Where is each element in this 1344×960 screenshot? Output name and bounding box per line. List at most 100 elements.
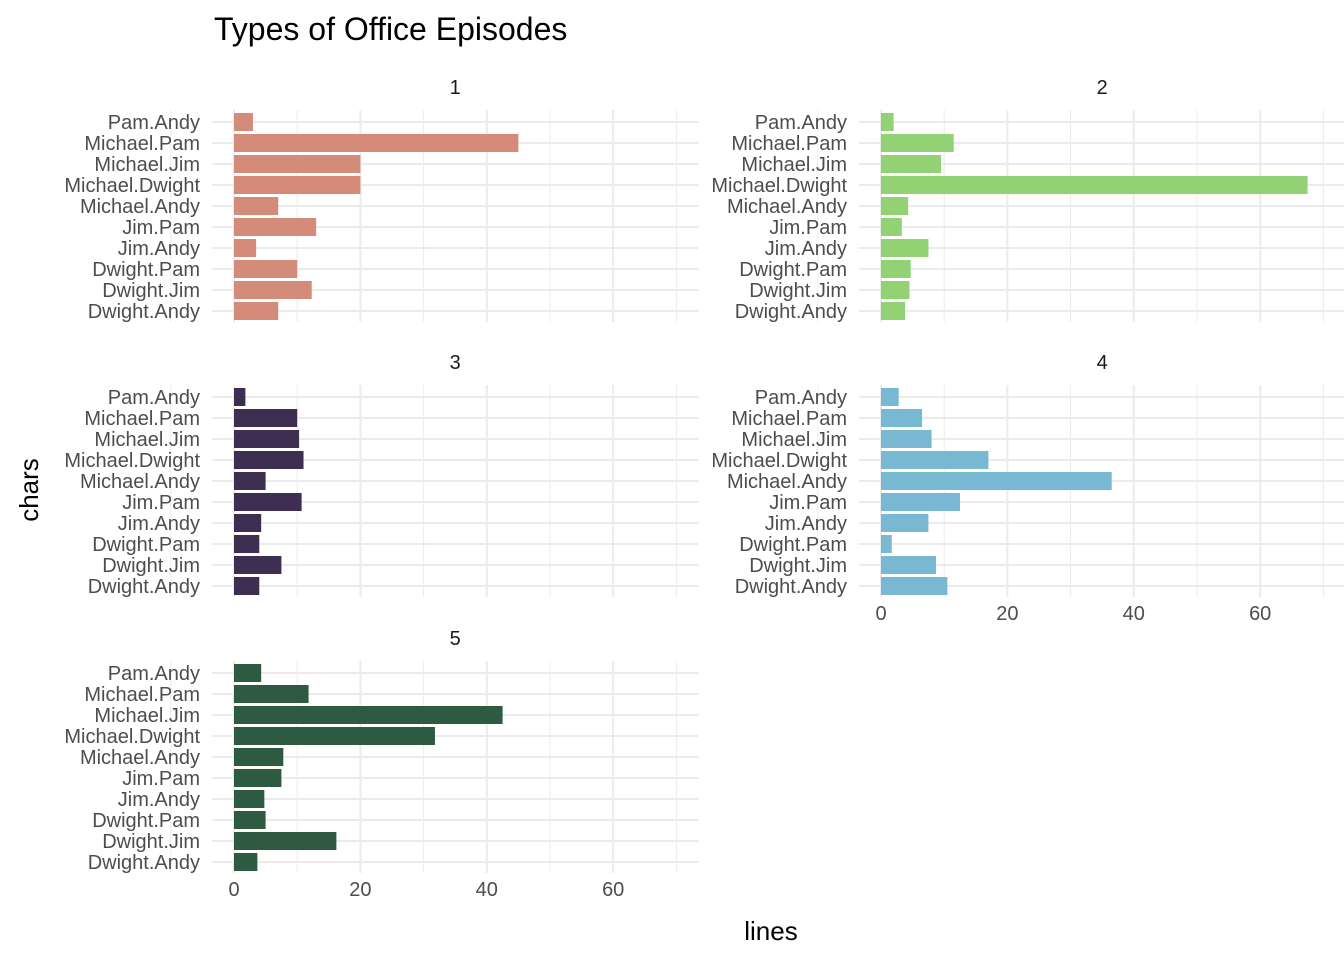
category-label: Michael.Jim [741, 429, 847, 451]
bar-pam-andy [234, 113, 253, 131]
x-tick-label: 20 [349, 879, 371, 901]
x-tick-label: 20 [996, 603, 1018, 625]
bar-dwight-andy [881, 302, 906, 320]
facet-label: 2 [1097, 77, 1108, 99]
category-label: Dwight.Jim [102, 280, 200, 302]
category-label: Jim.Pam [122, 492, 200, 514]
category-label: Jim.Andy [118, 789, 200, 811]
category-label: Dwight.Pam [739, 534, 847, 556]
bar-pam-andy [234, 388, 246, 406]
bar-dwight-jim [881, 281, 910, 299]
bar-dwight-jim [881, 556, 936, 574]
bar-jim-pam [234, 493, 302, 511]
bar-michael-andy [234, 748, 284, 766]
bar-jim-pam [881, 218, 902, 236]
bar-michael-jim [881, 430, 932, 448]
bar-michael-pam [881, 409, 923, 427]
facet-label: 4 [1097, 352, 1108, 374]
category-label: Pam.Andy [108, 387, 200, 409]
bar-michael-jim [881, 155, 942, 173]
bar-michael-dwight [881, 176, 1308, 194]
bar-jim-andy [881, 239, 929, 257]
category-label: Jim.Pam [769, 492, 847, 514]
bar-jim-andy [881, 514, 929, 532]
bar-pam-andy [881, 113, 894, 131]
category-label: Pam.Andy [108, 112, 200, 134]
bar-michael-jim [234, 155, 361, 173]
category-label: Dwight.Pam [92, 534, 200, 556]
bar-jim-andy [234, 239, 257, 257]
bar-jim-andy [234, 514, 262, 532]
bar-dwight-andy [234, 577, 260, 595]
bar-michael-jim [234, 706, 503, 724]
bar-michael-dwight [234, 176, 361, 194]
category-label: Dwight.Andy [88, 852, 200, 874]
bar-jim-andy [234, 790, 265, 808]
x-axis-title: lines [744, 916, 797, 946]
category-label: Michael.Pam [84, 133, 200, 155]
category-label: Michael.Dwight [64, 450, 200, 472]
bar-michael-dwight [234, 451, 304, 469]
category-label: Michael.Jim [94, 429, 200, 451]
category-label: Dwight.Jim [102, 555, 200, 577]
category-label: Dwight.Andy [735, 576, 847, 598]
category-label: Dwight.Jim [749, 555, 847, 577]
bar-pam-andy [881, 388, 899, 406]
bar-dwight-pam [881, 535, 892, 553]
category-label: Michael.Dwight [711, 450, 847, 472]
bar-michael-pam [234, 134, 519, 152]
facet-panels: Pam.AndyMichael.PamMichael.JimMichael.Dw… [64, 77, 1344, 901]
bar-pam-andy [234, 664, 262, 682]
category-label: Dwight.Pam [92, 810, 200, 832]
bar-michael-pam [234, 685, 309, 703]
facet-label: 3 [450, 352, 461, 374]
bar-michael-dwight [234, 727, 435, 745]
category-label: Jim.Pam [122, 768, 200, 790]
category-label: Michael.Andy [80, 196, 200, 218]
bar-dwight-andy [881, 577, 948, 595]
facet-panel-4: Pam.AndyMichael.PamMichael.JimMichael.Dw… [711, 352, 1344, 625]
category-label: Michael.Andy [80, 471, 200, 493]
bar-michael-andy [881, 472, 1112, 490]
facet-label: 5 [450, 628, 461, 650]
category-label: Michael.Andy [727, 471, 847, 493]
bar-dwight-jim [234, 281, 312, 299]
bar-michael-dwight [881, 451, 989, 469]
category-label: Pam.Andy [755, 112, 847, 134]
x-tick-label: 40 [476, 879, 498, 901]
facet-panel-5: Pam.AndyMichael.PamMichael.JimMichael.Dw… [64, 628, 699, 901]
x-tick-label: 40 [1123, 603, 1145, 625]
bar-dwight-pam [234, 535, 260, 553]
facet-panel-1: Pam.AndyMichael.PamMichael.JimMichael.Dw… [64, 77, 699, 323]
category-label: Michael.Dwight [64, 726, 200, 748]
bar-michael-andy [881, 197, 909, 215]
chart-title: Types of Office Episodes [214, 11, 567, 47]
facet-panel-2: Pam.AndyMichael.PamMichael.JimMichael.Dw… [711, 77, 1344, 323]
category-label: Michael.Pam [731, 133, 847, 155]
category-label: Jim.Andy [118, 238, 200, 260]
bar-michael-andy [234, 472, 266, 490]
category-label: Jim.Andy [118, 513, 200, 535]
category-label: Dwight.Pam [92, 259, 200, 281]
y-axis-title: chars [14, 458, 44, 522]
category-label: Dwight.Andy [735, 301, 847, 323]
bar-michael-pam [881, 134, 954, 152]
bar-jim-pam [881, 493, 960, 511]
category-label: Pam.Andy [755, 387, 847, 409]
x-tick-label: 60 [1249, 603, 1271, 625]
bar-michael-pam [234, 409, 298, 427]
category-label: Michael.Jim [94, 154, 200, 176]
bar-dwight-jim [234, 556, 282, 574]
category-label: Michael.Andy [80, 747, 200, 769]
bar-dwight-pam [234, 260, 298, 278]
category-label: Michael.Jim [741, 154, 847, 176]
x-tick-label: 0 [228, 879, 239, 901]
category-label: Michael.Pam [84, 408, 200, 430]
category-label: Jim.Pam [769, 217, 847, 239]
bar-jim-pam [234, 769, 282, 787]
category-label: Michael.Pam [84, 684, 200, 706]
category-label: Michael.Dwight [64, 175, 200, 197]
bar-dwight-jim [234, 832, 337, 850]
facet-panel-3: Pam.AndyMichael.PamMichael.JimMichael.Dw… [64, 352, 699, 598]
